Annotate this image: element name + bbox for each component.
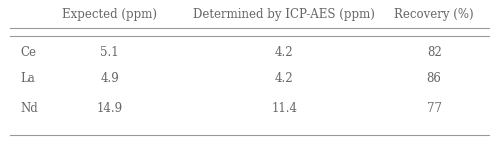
Text: 14.9: 14.9 (97, 102, 123, 115)
Text: 5.1: 5.1 (100, 46, 119, 59)
Text: 4.2: 4.2 (275, 46, 294, 59)
Text: Recovery (%): Recovery (%) (394, 8, 474, 21)
Text: La: La (20, 72, 35, 85)
Text: Expected (ppm): Expected (ppm) (62, 8, 157, 21)
Text: Ce: Ce (20, 46, 36, 59)
Text: 86: 86 (427, 72, 442, 85)
Text: 4.9: 4.9 (100, 72, 119, 85)
Text: 82: 82 (427, 46, 442, 59)
Text: Nd: Nd (20, 102, 38, 115)
Text: 4.2: 4.2 (275, 72, 294, 85)
Text: 11.4: 11.4 (271, 102, 297, 115)
Text: 77: 77 (427, 102, 442, 115)
Text: Determined by ICP-AES (ppm): Determined by ICP-AES (ppm) (194, 8, 375, 21)
